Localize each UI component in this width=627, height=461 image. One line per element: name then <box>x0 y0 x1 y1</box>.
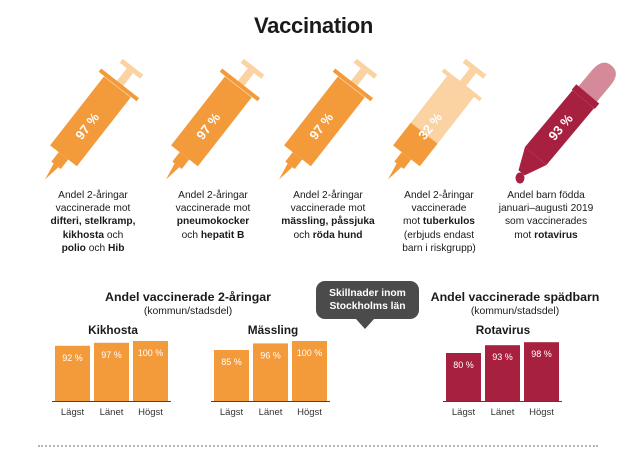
syringe-barrel-filled <box>393 122 438 167</box>
syringe-plunger-cap <box>240 58 265 79</box>
syringe-needle <box>165 163 180 180</box>
syringe-needle <box>278 163 293 180</box>
page-title: Vaccination <box>254 13 373 38</box>
syringe-icon: 97 % <box>165 58 265 180</box>
bar-högst <box>133 341 168 401</box>
bubble-tail <box>356 319 374 329</box>
syringe-plunger-rod <box>458 68 477 88</box>
syringe-plunger-rod <box>349 68 368 88</box>
x-tick-label: Högst <box>138 407 163 418</box>
bar-lägst <box>55 345 90 401</box>
description-tuberculosis: Andel 2-åringar vaccinerade mot tuberkul… <box>402 190 476 254</box>
x-tick-label: Lägst <box>220 407 244 418</box>
syringe-hub <box>172 152 190 169</box>
dotted-divider <box>38 445 598 447</box>
x-tick-label: Högst <box>297 407 322 418</box>
syringe-plunger-rod <box>236 68 255 88</box>
syringe-icon: 97 % <box>278 58 378 180</box>
bar-value-label: 100 % <box>297 348 323 358</box>
syringe-barrel-filled <box>284 76 365 167</box>
chart-title-massling: Mässling <box>247 323 299 337</box>
syringe-icon: 32 % <box>387 58 487 180</box>
bar-charts: 92 % Lägst 97 % Länet 100 % Högst 85 % Lägst 96 … <box>52 341 562 418</box>
syringe-icon: 97 % <box>44 58 144 180</box>
syringe-flange <box>332 68 374 102</box>
vaccine-icons: 97 % 97 % 97 % 32 % 93 % <box>44 58 616 184</box>
x-tick-label: Länet <box>491 407 515 418</box>
bar-value-label: 93 % <box>492 352 513 362</box>
syringe-flange <box>219 68 261 102</box>
section-title-toddlers: Andel vaccinerade 2-åringar <box>105 290 271 304</box>
section-subtitle-toddlers: (kommun/stadsdel) <box>143 306 233 317</box>
bar-value-label: 92 % <box>62 353 83 363</box>
syringe-plunger-cap <box>462 58 487 79</box>
bar-länet <box>94 342 129 401</box>
syringe-barrel-filled <box>171 76 252 167</box>
description-pneumococcal: Andel 2-åringar vaccinerade mot pneumoko… <box>175 190 251 241</box>
syringe-barrel-filled <box>50 76 131 167</box>
syringe-hub <box>51 152 69 169</box>
bar-länet <box>253 343 288 401</box>
x-tick-label: Länet <box>259 407 283 418</box>
dropper-bulb <box>577 62 616 103</box>
drop-icon <box>515 172 525 184</box>
x-tick-label: Lägst <box>452 407 476 418</box>
bar-value-label: 85 % <box>221 357 242 367</box>
drop-icon <box>524 164 530 172</box>
bar-value-label: 97 % <box>101 350 122 360</box>
syringe-flange <box>98 68 140 102</box>
description-dtp: Andel 2-åringar vaccinerade mot difteri,… <box>50 190 136 254</box>
bar-länet <box>485 345 520 401</box>
section-title-infants: Andel vaccinerade spädbarn <box>430 290 600 304</box>
bar-value-label: 80 % <box>453 360 474 370</box>
syringe-needle <box>44 163 59 180</box>
bar-högst <box>524 342 559 401</box>
x-tick-label: Länet <box>100 407 124 418</box>
x-tick-label: Högst <box>529 407 554 418</box>
syringe-plunger-rod <box>115 68 134 88</box>
dropper-tube <box>524 90 595 165</box>
syringe-flange <box>441 68 483 102</box>
chart-title-rotavirus: Rotavirus <box>475 323 531 337</box>
x-tick-label: Lägst <box>61 407 85 418</box>
dropper-collar <box>571 84 600 109</box>
bar-value-label: 96 % <box>260 350 281 360</box>
bar-value-label: 100 % <box>138 348 164 358</box>
chart-title-kikhosta: Kikhosta <box>88 323 138 337</box>
section-subtitle-infants: (kommun/stadsdel) <box>470 306 560 317</box>
description-rotavirus: Andel barn födda januari–augusti 2019 so… <box>498 190 594 241</box>
description-mmr: Andel 2-åringar vaccinerade mot mässling… <box>281 190 375 241</box>
bar-value-label: 98 % <box>531 349 552 359</box>
region-differences-bubble: Skillnader inom Stockholms län <box>316 281 419 319</box>
bar-högst <box>292 341 327 401</box>
bar-lägst <box>214 350 249 401</box>
syringe-plunger-cap <box>353 58 378 79</box>
syringe-barrel-empty <box>410 74 476 144</box>
bar-lägst <box>446 353 481 401</box>
syringe-plunger-cap <box>119 58 144 79</box>
syringe-needle <box>387 163 402 180</box>
syringe-hub <box>285 152 303 169</box>
syringe-hub <box>394 152 412 169</box>
